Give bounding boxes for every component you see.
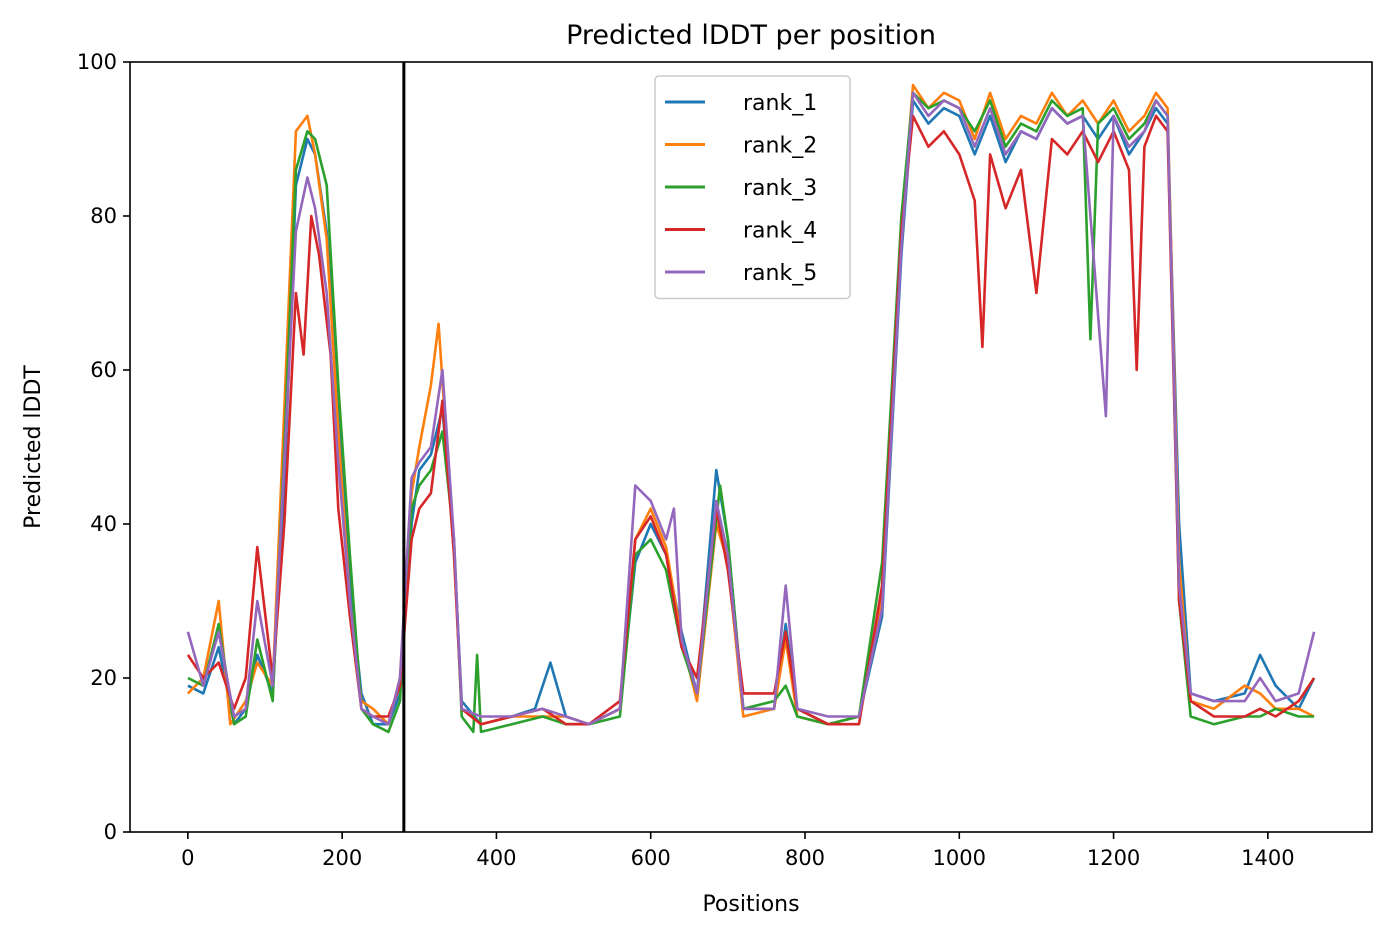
x-axis: 0 200 400 600 800 1000 1200 1400: [181, 832, 1295, 870]
series-line-rank-5: [186, 91, 1316, 726]
x-tick-label: 1000: [933, 846, 986, 870]
y-tick-label: 60: [90, 358, 117, 382]
plot-frame: [129, 61, 1373, 833]
legend-label: rank_4: [743, 219, 817, 244]
x-tick-label: 0: [181, 846, 194, 870]
y-tick-label: 40: [90, 512, 117, 536]
y-axis-label: Predicted lDDT: [21, 365, 46, 529]
x-tick-label: 400: [476, 846, 516, 870]
series-layer: [186, 83, 1316, 734]
legend-label: rank_1: [743, 91, 817, 116]
y-axis: 0 20 40 60 80 100: [77, 50, 130, 844]
y-tick-label: 0: [104, 820, 117, 844]
chart-title: Predicted lDDT per position: [566, 20, 936, 51]
x-tick-label: 200: [322, 846, 362, 870]
x-tick-label: 600: [631, 846, 671, 870]
x-tick-label: 1200: [1087, 846, 1140, 870]
y-tick-label: 80: [90, 204, 117, 228]
x-axis-label: Positions: [702, 892, 799, 917]
legend-label: rank_5: [743, 261, 817, 286]
legend: rank_1 rank_2 rank_3 rank_4 rank_5: [654, 75, 851, 300]
legend-box: [654, 75, 851, 300]
legend-label: rank_2: [743, 134, 817, 159]
x-tick-label: 1400: [1241, 846, 1294, 870]
y-tick-label: 100: [77, 50, 117, 74]
x-tick-label: 800: [785, 846, 825, 870]
y-tick-label: 20: [90, 666, 117, 690]
legend-label: rank_3: [743, 176, 817, 201]
